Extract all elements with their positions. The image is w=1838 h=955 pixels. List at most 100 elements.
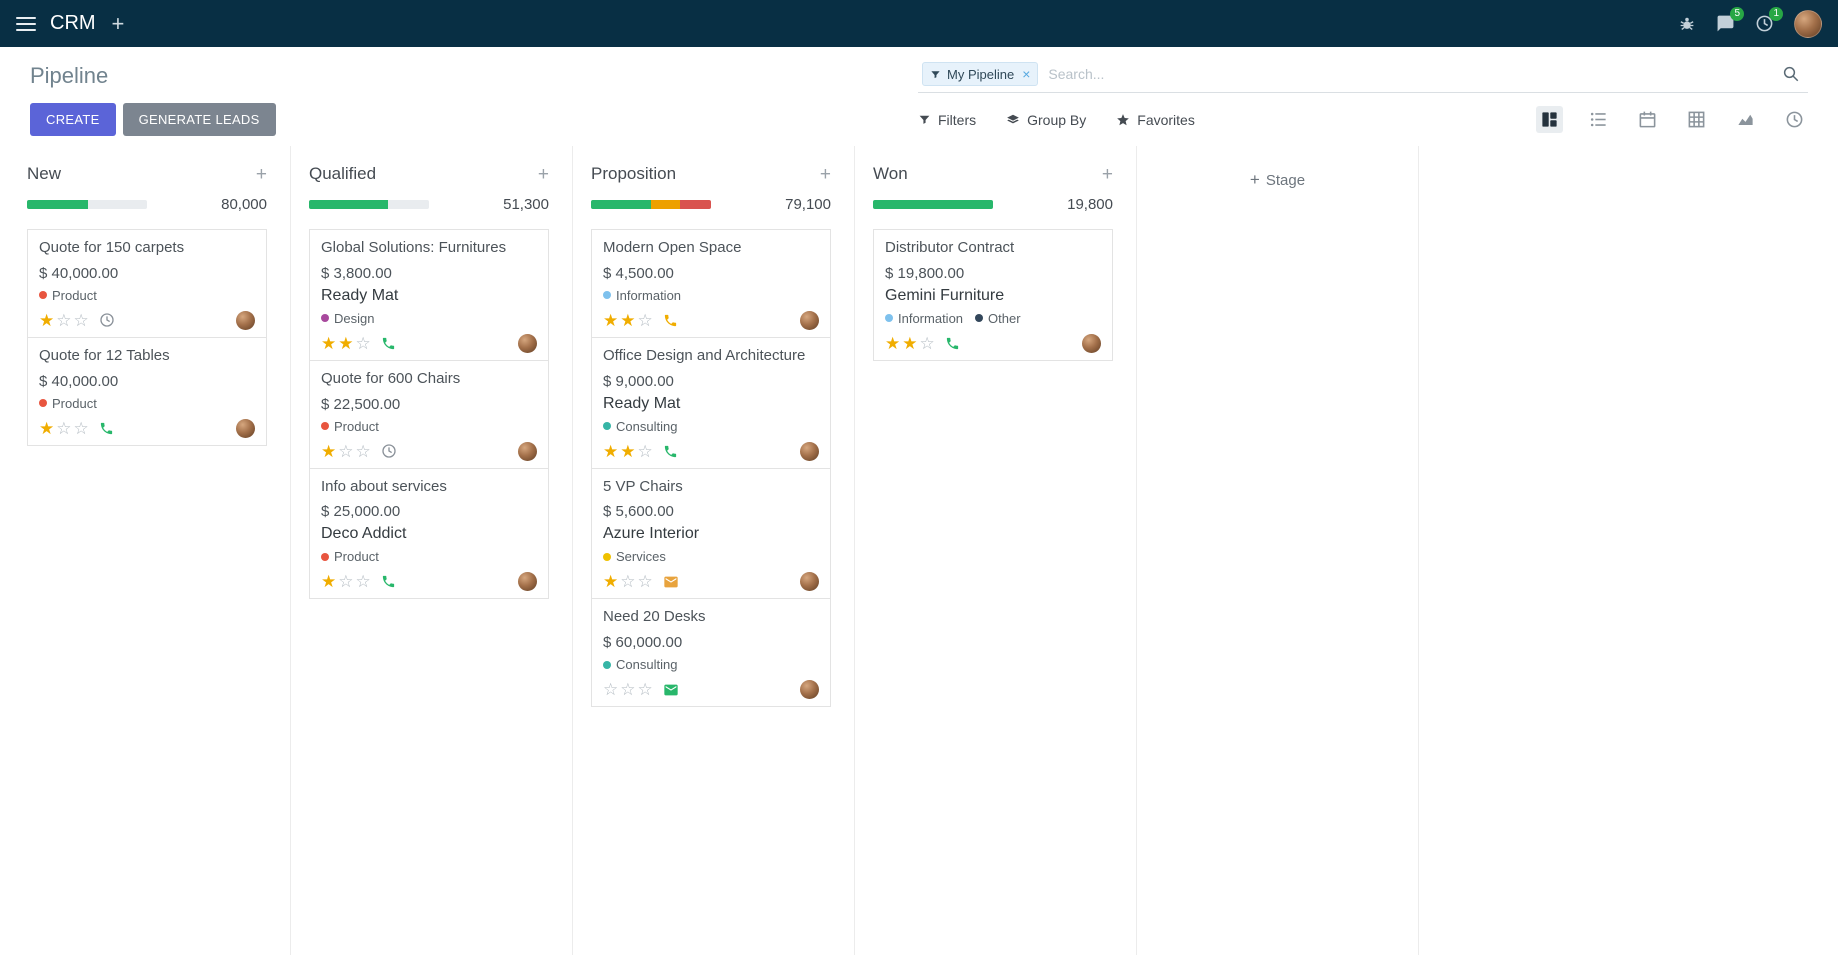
graph-view-icon[interactable]	[1732, 106, 1759, 133]
avatar	[518, 441, 537, 461]
pivot-view-icon[interactable]	[1683, 106, 1710, 133]
list-view-icon[interactable]	[1585, 106, 1612, 133]
quick-add-button[interactable]: +	[537, 163, 549, 185]
priority-widget[interactable]: ★☆☆	[39, 420, 91, 437]
kanban-card[interactable]: Office Design and Architecture $ 9,000.0…	[591, 336, 831, 469]
priority-widget[interactable]: ☆☆☆	[603, 681, 655, 698]
kanban-column-proposition: Proposition + 79,100 Modern Open Space $…	[573, 146, 855, 955]
stars-filled: ★★	[603, 310, 638, 330]
kanban-card[interactable]: Distributor Contract $ 19,800.00 Gemini …	[873, 229, 1113, 361]
stars-empty: ☆☆	[620, 572, 655, 592]
column-progressbar[interactable]	[591, 200, 711, 209]
avatar	[800, 310, 819, 330]
kanban-card[interactable]: Info about services $ 25,000.00 Deco Add…	[309, 467, 549, 600]
phone-icon[interactable]	[381, 574, 396, 589]
filters-button[interactable]: Filters	[918, 112, 976, 128]
phone-icon[interactable]	[99, 421, 114, 436]
quick-add-button[interactable]: +	[819, 163, 831, 185]
apps-menu-icon[interactable]	[16, 16, 36, 31]
facet-close-icon[interactable]: ×	[1022, 66, 1031, 82]
create-button[interactable]: CREATE	[30, 103, 116, 136]
quick-add-button[interactable]: +	[1101, 163, 1113, 185]
kanban-card[interactable]: Quote for 600 Chairs $ 22,500.00 Product…	[309, 359, 549, 469]
tag-dot	[603, 552, 611, 561]
stars-empty: ☆	[919, 333, 937, 353]
clock-icon[interactable]	[381, 443, 397, 459]
kanban-card[interactable]: Quote for 150 carpets $ 40,000.00 Produc…	[27, 229, 267, 338]
card-title: Modern Open Space	[603, 239, 742, 256]
stars-filled: ★★	[603, 441, 638, 461]
tag-dot	[39, 291, 47, 300]
column-progressbar[interactable]	[873, 200, 993, 209]
column-total: 80,000	[221, 196, 267, 213]
priority-widget[interactable]: ★☆☆	[321, 443, 373, 460]
stars-empty: ☆☆☆	[603, 680, 655, 699]
tag: Design	[321, 311, 374, 326]
priority-widget[interactable]: ★★☆	[603, 312, 655, 329]
tag: Services	[603, 549, 666, 564]
priority-widget[interactable]: ★★☆	[321, 335, 373, 352]
card-amount: $ 5,600.00	[603, 503, 674, 521]
column-progressbar[interactable]	[309, 200, 429, 209]
stars-filled: ★	[39, 418, 57, 438]
priority-widget[interactable]: ★★☆	[885, 335, 937, 352]
column-total: 19,800	[1067, 196, 1113, 213]
search-facet[interactable]: My Pipeline ×	[922, 62, 1039, 86]
activity-view-icon[interactable]	[1781, 106, 1808, 133]
funnel-icon	[919, 115, 930, 124]
search-input[interactable]	[1038, 62, 1778, 86]
search-bar[interactable]: My Pipeline ×	[918, 59, 1808, 93]
search-facet-label: My Pipeline	[947, 66, 1015, 82]
control-panel: Pipeline My Pipeline × CREATE GENERATE L…	[0, 47, 1838, 146]
page-title: Pipeline	[30, 63, 109, 88]
activities-clock-icon[interactable]: 1	[1755, 7, 1783, 33]
app-name[interactable]: CRM	[50, 12, 96, 34]
kanban-card[interactable]: Modern Open Space $ 4,500.00 Information…	[591, 229, 831, 338]
clock-icon[interactable]	[99, 312, 115, 328]
phone-icon[interactable]	[945, 336, 960, 351]
user-avatar[interactable]	[1794, 9, 1822, 38]
stars-empty: ☆☆	[338, 441, 373, 461]
quick-add-button[interactable]: +	[255, 163, 267, 185]
card-partner: Azure Interior	[603, 525, 700, 543]
progress-yellow	[651, 200, 680, 209]
progress-green	[27, 200, 89, 209]
tag: Consulting	[603, 657, 677, 672]
bug-icon[interactable]	[1678, 15, 1696, 33]
kanban-column-won: Won + 19,800 Distributor Contract $ 19,8…	[855, 146, 1137, 955]
kanban-card[interactable]: 5 VP Chairs $ 5,600.00 Azure Interior Se…	[591, 467, 831, 600]
avatar	[800, 680, 819, 699]
stars-empty: ☆	[637, 441, 655, 461]
card-amount: $ 19,800.00	[885, 264, 965, 282]
kanban-card[interactable]: Need 20 Desks $ 60,000.00 Consulting ☆☆☆	[591, 598, 831, 707]
priority-widget[interactable]: ★☆☆	[321, 573, 373, 590]
envelope-icon[interactable]	[663, 574, 679, 590]
priority-widget[interactable]: ★☆☆	[39, 312, 91, 329]
priority-widget[interactable]: ★☆☆	[603, 573, 655, 590]
calendar-view-icon[interactable]	[1634, 106, 1661, 133]
card-title: Quote for 12 Tables	[39, 346, 170, 364]
stars-empty: ☆☆	[56, 418, 91, 438]
search-icon[interactable]	[1778, 65, 1804, 83]
progress-green	[873, 200, 993, 209]
activities-badge: 1	[1769, 7, 1783, 21]
phone-icon[interactable]	[663, 313, 678, 328]
column-progressbar[interactable]	[27, 200, 147, 209]
generate-leads-button[interactable]: GENERATE LEADS	[122, 103, 276, 136]
favorites-button[interactable]: Favorites	[1116, 112, 1195, 128]
topbar: CRM + 5 1	[0, 0, 1838, 47]
messages-icon[interactable]: 5	[1716, 7, 1744, 33]
card-title: Global Solutions: Furnitures	[321, 239, 507, 256]
group-by-button[interactable]: Group By	[1006, 112, 1086, 128]
kanban-view-icon[interactable]	[1536, 106, 1563, 133]
topbar-plus-button[interactable]: +	[111, 10, 125, 36]
phone-icon[interactable]	[381, 336, 396, 351]
kanban-card[interactable]: Global Solutions: Furnitures $ 3,800.00 …	[309, 229, 549, 361]
add-stage-button[interactable]: + Stage	[1250, 170, 1305, 190]
phone-icon[interactable]	[663, 444, 678, 459]
kanban-card[interactable]: Quote for 12 Tables $ 40,000.00 Product …	[27, 336, 267, 446]
envelope-icon[interactable]	[663, 682, 679, 698]
priority-widget[interactable]: ★★☆	[603, 443, 655, 460]
stars-empty: ☆☆	[338, 572, 373, 592]
kanban-column-qualified: Qualified + 51,300 Global Solutions: Fur…	[291, 146, 573, 955]
